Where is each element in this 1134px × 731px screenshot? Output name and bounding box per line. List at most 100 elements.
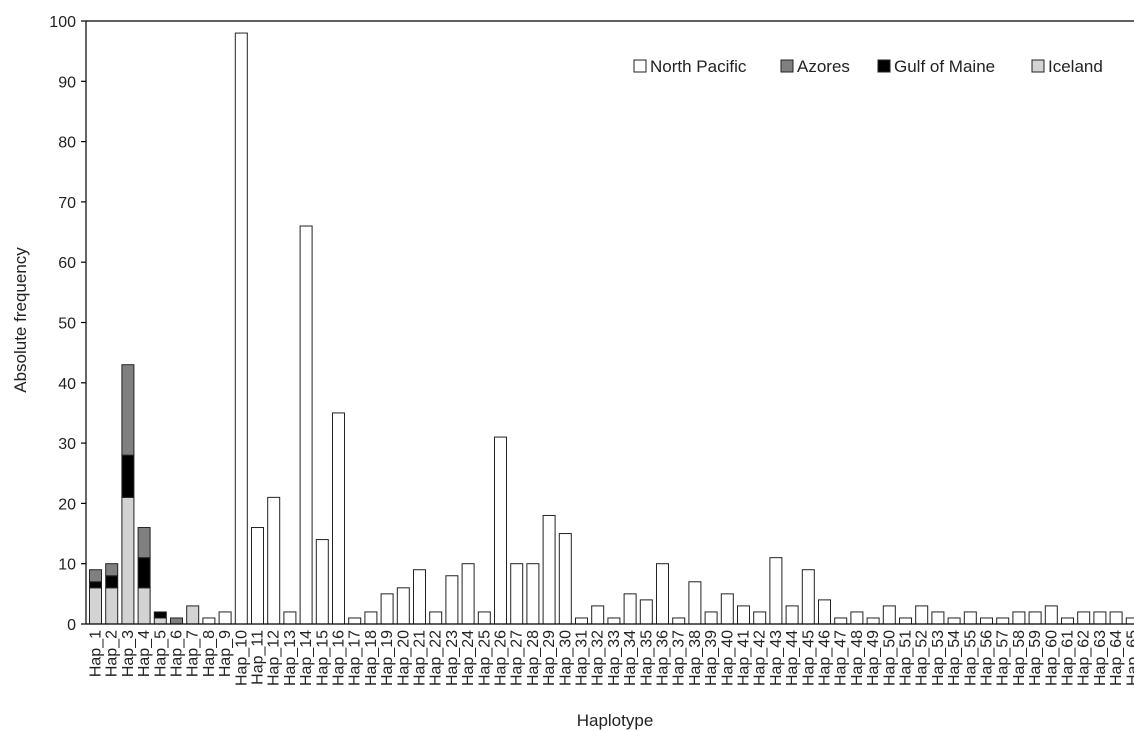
bar-hap-59-north-pacific xyxy=(1028,611,1042,625)
x-tick-label: Hap_10 xyxy=(233,630,250,686)
x-tick-label: Hap_11 xyxy=(250,630,267,685)
x-tick-label: Hap_23 xyxy=(444,630,461,686)
x-tick-label: Hap_17 xyxy=(347,630,364,686)
bar-hap-1-iceland xyxy=(89,587,102,625)
bar-hap-2-gulf-of-maine xyxy=(105,575,119,589)
bar-hap-24-north-pacific xyxy=(461,563,475,625)
x-tick-label: Hap_46 xyxy=(817,630,834,686)
y-tick-label: 70 xyxy=(58,195,76,212)
bar-hap-28-north-pacific xyxy=(526,563,540,625)
bar-hap-42-north-pacific xyxy=(753,611,767,625)
x-tick-label: Hap_60 xyxy=(1043,630,1060,686)
x-tick-label: Hap_3 xyxy=(120,630,137,677)
x-tick-label: Hap_38 xyxy=(687,630,704,686)
x-tick-label: Hap_16 xyxy=(331,630,348,686)
x-tick-label: Hap_40 xyxy=(719,630,736,686)
bar-hap-61-north-pacific xyxy=(1061,617,1074,625)
x-tick-label: Hap_51 xyxy=(898,630,915,686)
bar-hap-7-iceland xyxy=(186,605,200,625)
bar-hap-9-north-pacific xyxy=(218,611,232,625)
bar-hap-3-iceland xyxy=(121,496,135,625)
bar-hap-43-north-pacific xyxy=(769,557,783,625)
y-tick-label: 10 xyxy=(58,557,76,574)
legend-label: North Pacific xyxy=(650,57,747,76)
x-axis: Hap_1 Hap_2 Hap_3 Hap_4 Hap_5 Hap_6 Hap_7 Hap_8… xyxy=(86,623,1134,686)
x-tick-label: Hap_26 xyxy=(493,630,510,686)
bar-hap-17-north-pacific xyxy=(348,617,362,625)
x-tick-label: Hap_58 xyxy=(1011,630,1028,686)
x-tick-label: Hap_12 xyxy=(266,630,283,686)
bar-hap-5-iceland xyxy=(153,617,167,625)
x-tick-label: Hap_33 xyxy=(606,630,623,686)
x-tick-label: Hap_61 xyxy=(1060,630,1077,686)
bar-hap-44-north-pacific xyxy=(785,605,799,625)
bar-hap-4-iceland xyxy=(137,587,151,625)
x-tick-label: Hap_62 xyxy=(1076,630,1093,686)
x-tick-label: Hap_55 xyxy=(962,630,979,686)
x-tick-label: Hap_31 xyxy=(574,630,591,686)
x-tick-label: Hap_57 xyxy=(995,630,1012,686)
legend-label: Gulf of Maine xyxy=(894,57,995,76)
bar-hap-62-north-pacific xyxy=(1077,611,1091,625)
x-tick-label: Hap_47 xyxy=(833,630,850,686)
y-tick-label: 50 xyxy=(58,316,76,333)
x-tick-label: Hap_48 xyxy=(849,630,866,686)
x-axis-title: Haplotype xyxy=(577,711,654,730)
bar-hap-8-north-pacific xyxy=(202,617,216,625)
bar-hap-25-north-pacific xyxy=(477,611,491,625)
x-tick-label: Hap_53 xyxy=(930,630,947,686)
bar-hap-57-north-pacific xyxy=(996,617,1010,625)
x-tick-label: Hap_5 xyxy=(152,630,169,677)
x-tick-label: Hap_44 xyxy=(784,630,801,686)
x-tick-label: Hap_41 xyxy=(736,630,753,686)
bar-hap-55-north-pacific xyxy=(963,611,977,625)
bar-hap-13-north-pacific xyxy=(283,611,297,625)
legend: North Pacific Azores Gulf of Maine Iceland xyxy=(633,57,1103,76)
bar-hap-49-north-pacific xyxy=(866,617,880,625)
x-tick-label: Hap_20 xyxy=(395,630,412,686)
legend-label: Azores xyxy=(797,57,850,76)
bar-hap-37-north-pacific xyxy=(672,617,686,625)
bar-hap-4-gulf-of-maine xyxy=(137,557,151,589)
y-tick-label: 60 xyxy=(58,255,76,272)
bar-hap-29-north-pacific xyxy=(542,514,556,625)
bar-hap-63-north-pacific xyxy=(1093,611,1107,625)
x-tick-label: Hap_24 xyxy=(460,630,477,686)
x-tick-label: Hap_56 xyxy=(979,630,996,686)
x-tick-label: Hap_7 xyxy=(185,630,202,677)
bars xyxy=(89,32,1134,625)
legend-swatch xyxy=(780,59,794,73)
x-tick-label: Hap_25 xyxy=(476,630,493,686)
bar-hap-11-north-pacific xyxy=(251,527,264,625)
bar-hap-58-north-pacific xyxy=(1012,611,1026,625)
bar-hap-12-north-pacific xyxy=(267,496,281,625)
bar-hap-20-north-pacific xyxy=(396,587,410,625)
bar-hap-6-azores xyxy=(170,617,183,625)
x-tick-label: Hap_30 xyxy=(557,630,574,686)
legend-item-iceland: Iceland xyxy=(1031,57,1103,76)
bar-hap-65-north-pacific xyxy=(1125,617,1134,625)
x-tick-label: Hap_21 xyxy=(412,630,429,686)
bar-hap-39-north-pacific xyxy=(704,611,718,625)
bar-hap-45-north-pacific xyxy=(801,569,815,625)
bar-hap-33-north-pacific xyxy=(607,617,621,625)
bar-hap-4-azores xyxy=(137,527,151,559)
bar-hap-32-north-pacific xyxy=(591,605,605,625)
bar-hap-51-north-pacific xyxy=(899,617,912,625)
legend-swatch xyxy=(1031,59,1045,73)
bar-hap-30-north-pacific xyxy=(558,533,572,625)
legend-item-azores: Azores xyxy=(780,57,850,76)
bar-hap-52-north-pacific xyxy=(915,605,929,625)
y-tick-label: 20 xyxy=(58,496,76,513)
x-tick-label: Hap_8 xyxy=(201,630,218,677)
bar-hap-1-azores xyxy=(89,569,102,583)
bar-hap-22-north-pacific xyxy=(429,611,443,625)
y-tick-label: 80 xyxy=(58,135,76,152)
bar-hap-36-north-pacific xyxy=(656,563,669,625)
bar-hap-16-north-pacific xyxy=(332,412,345,625)
x-tick-label: Hap_37 xyxy=(671,630,688,686)
y-tick-label: 40 xyxy=(58,376,76,393)
legend-item-gulf-of-maine: Gulf of Maine xyxy=(877,57,995,76)
bar-hap-41-north-pacific xyxy=(737,605,750,625)
